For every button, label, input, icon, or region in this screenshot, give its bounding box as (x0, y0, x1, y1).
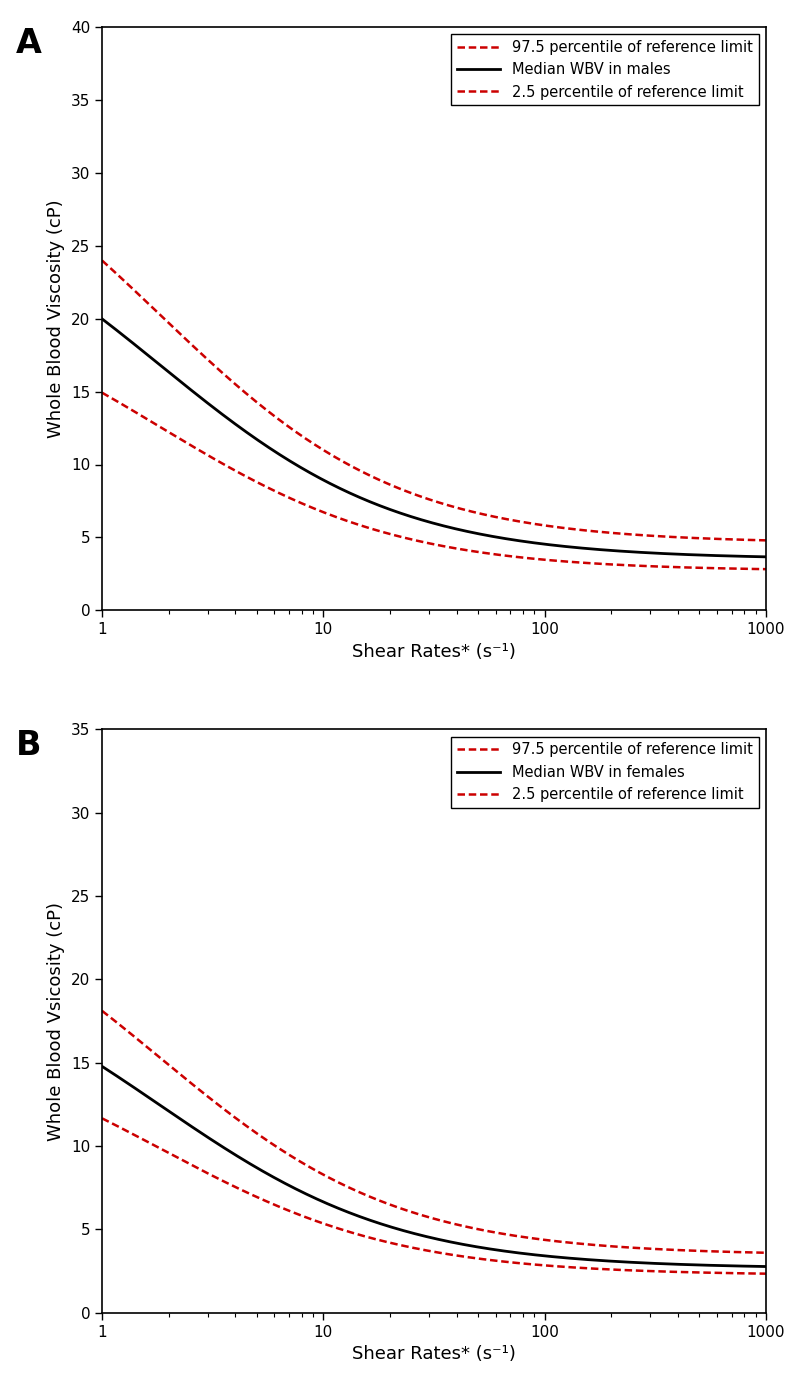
97.5 percentile of reference limit (742, 531, 751, 548)
Legend: 97.5 percentile of reference limit, Median WBV in females, 2.5 percentile of ref: 97.5 percentile of reference limit, Medi… (451, 736, 758, 808)
97.5 percentile of reference limit (131, 284, 141, 300)
97.5 percentile of reference limit (620, 1239, 629, 1255)
Median WBV in males (761, 548, 771, 565)
97.5 percentile of reference limit (420, 1208, 430, 1225)
2.5 percentile of reference limit (98, 385, 107, 401)
97.5 percentile of reference limit (131, 1030, 141, 1046)
2.5 percentile of reference limit (620, 1262, 629, 1279)
Line: 2.5 percentile of reference limit: 2.5 percentile of reference limit (102, 393, 766, 569)
Median WBV in females (131, 1081, 141, 1098)
97.5 percentile of reference limit (761, 531, 771, 548)
2.5 percentile of reference limit (131, 404, 141, 421)
97.5 percentile of reference limit (742, 531, 751, 548)
Median WBV in males (620, 543, 629, 559)
Legend: 97.5 percentile of reference limit, Median WBV in males, 2.5 percentile of refer: 97.5 percentile of reference limit, Medi… (451, 35, 758, 105)
2.5 percentile of reference limit (742, 1265, 751, 1282)
2.5 percentile of reference limit (761, 561, 771, 577)
97.5 percentile of reference limit (742, 1244, 751, 1261)
Y-axis label: Whole Blood Viscosity (cP): Whole Blood Viscosity (cP) (48, 199, 65, 437)
Line: Median WBV in females: Median WBV in females (102, 1066, 766, 1266)
Median WBV in males (402, 507, 412, 523)
2.5 percentile of reference limit (98, 1110, 107, 1127)
2.5 percentile of reference limit (402, 530, 412, 547)
Median WBV in females (742, 1258, 751, 1275)
Line: Median WBV in males: Median WBV in males (102, 318, 766, 556)
Median WBV in females (742, 1258, 751, 1275)
Median WBV in females (620, 1254, 629, 1271)
Y-axis label: Whole Blood Vsicosity (cP): Whole Blood Vsicosity (cP) (48, 901, 65, 1140)
2.5 percentile of reference limit (402, 1239, 412, 1255)
97.5 percentile of reference limit (742, 1244, 751, 1261)
Text: A: A (16, 26, 42, 60)
Median WBV in males (98, 310, 107, 327)
Median WBV in females (761, 1258, 771, 1275)
Median WBV in females (420, 1228, 430, 1244)
2.5 percentile of reference limit (420, 534, 430, 551)
2.5 percentile of reference limit (131, 1128, 141, 1145)
X-axis label: Shear Rates* (s⁻¹): Shear Rates* (s⁻¹) (352, 1345, 516, 1363)
97.5 percentile of reference limit (98, 252, 107, 268)
Text: B: B (16, 729, 41, 763)
Line: 97.5 percentile of reference limit: 97.5 percentile of reference limit (102, 260, 766, 540)
Median WBV in females (98, 1057, 107, 1074)
97.5 percentile of reference limit (402, 483, 412, 500)
97.5 percentile of reference limit (98, 1002, 107, 1019)
Median WBV in males (742, 548, 751, 565)
Line: 97.5 percentile of reference limit: 97.5 percentile of reference limit (102, 1010, 766, 1253)
Median WBV in males (742, 548, 751, 565)
2.5 percentile of reference limit (761, 1265, 771, 1282)
2.5 percentile of reference limit (742, 561, 751, 577)
2.5 percentile of reference limit (742, 561, 751, 577)
2.5 percentile of reference limit (742, 1265, 751, 1282)
Median WBV in females (402, 1223, 412, 1240)
Median WBV in males (131, 338, 141, 354)
X-axis label: Shear Rates* (s⁻¹): Shear Rates* (s⁻¹) (352, 642, 516, 660)
Median WBV in males (420, 512, 430, 529)
97.5 percentile of reference limit (761, 1244, 771, 1261)
2.5 percentile of reference limit (420, 1241, 430, 1258)
2.5 percentile of reference limit (620, 556, 629, 573)
97.5 percentile of reference limit (420, 490, 430, 507)
Line: 2.5 percentile of reference limit: 2.5 percentile of reference limit (102, 1118, 766, 1273)
97.5 percentile of reference limit (402, 1203, 412, 1219)
97.5 percentile of reference limit (620, 526, 629, 543)
